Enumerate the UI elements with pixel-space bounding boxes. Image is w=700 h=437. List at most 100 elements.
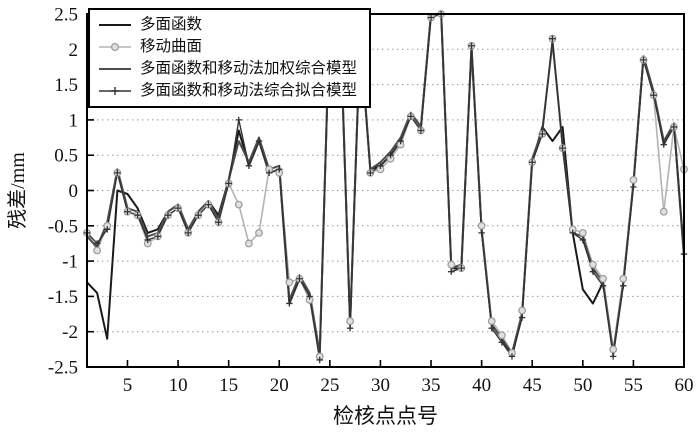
plus-marker — [225, 180, 232, 187]
plus-marker — [114, 169, 121, 177]
plus-marker — [630, 183, 637, 191]
circle-marker — [477, 221, 486, 230]
legend-item-combined-fit-model: 多面函数和移动法综合拟合模型 — [97, 80, 357, 102]
y-tick-label: 2.5 — [54, 5, 78, 26]
plus-marker — [367, 169, 374, 177]
plus-marker — [660, 141, 667, 148]
x-tick-label: 20 — [270, 375, 289, 396]
plus-marker — [518, 314, 526, 321]
circle-marker — [609, 345, 618, 354]
series-line-2 — [86, 13, 685, 354]
circle-marker — [578, 228, 587, 237]
x-tick-label: 45 — [523, 375, 542, 396]
x-tick-label: 55 — [624, 375, 643, 396]
plus-marker — [195, 212, 202, 219]
plus-marker — [265, 169, 273, 177]
plus-marker — [650, 91, 657, 99]
circle-marker — [629, 176, 638, 184]
plus-marker — [184, 229, 192, 237]
legend-label: 移动曲面 — [140, 38, 203, 55]
legend-item-weighted-model: 多面函数和移动法加权综合模型 — [97, 58, 357, 80]
plus-marker — [377, 162, 384, 169]
plus-marker — [397, 137, 404, 145]
circle-marker — [255, 228, 263, 237]
legend-item-multiquadric: 多面函数 — [97, 14, 357, 36]
x-axis-label: 检核点点号 — [333, 404, 438, 428]
plus-marker — [488, 324, 495, 332]
circle-marker — [285, 278, 294, 287]
plus-marker — [174, 204, 182, 212]
circle-marker — [599, 274, 607, 283]
plus-marker — [255, 137, 263, 145]
plus-marker — [559, 144, 566, 152]
circle-marker — [234, 200, 243, 209]
plus-marker — [286, 300, 293, 307]
y-tick-label: -1.5 — [48, 287, 78, 308]
x-tick-label: 30 — [371, 375, 390, 396]
series-line-3 — [86, 13, 685, 361]
y-tick-label: 0.5 — [54, 146, 78, 167]
y-tick-label: 2 — [69, 40, 79, 61]
x-tick-label: 35 — [422, 375, 441, 396]
plus-marker — [245, 162, 253, 169]
plus-marker — [144, 236, 151, 244]
plus-marker — [124, 208, 131, 215]
plus-marker — [589, 268, 597, 275]
legend-label: 多面函数 — [140, 16, 203, 33]
y-axis-label: 残差/mm — [6, 152, 29, 229]
plus-marker — [539, 130, 546, 138]
plus-marker — [296, 275, 303, 282]
plus-marker — [498, 339, 506, 346]
legend-label: 多面函数和移动法综合拟合模型 — [140, 82, 358, 99]
x-tick-label: 5 — [123, 375, 133, 396]
circle-marker — [487, 317, 496, 326]
plus-marker — [529, 159, 536, 166]
plus-marker — [458, 264, 465, 272]
y-tick-label: 1 — [69, 110, 79, 131]
plus-marker — [478, 229, 485, 237]
circle-marker — [244, 239, 253, 248]
circle-marker — [346, 317, 354, 326]
legend-label: 多面函数和移动法加权综合模型 — [140, 60, 358, 77]
plus-marker — [407, 113, 414, 120]
plus-marker — [346, 324, 354, 332]
plus-marker — [599, 282, 607, 290]
line-circle-sample-icon — [99, 42, 131, 52]
circle-marker — [619, 274, 628, 283]
legend-item-moving-surface: 移动曲面 — [97, 36, 357, 58]
x-tick-label: 60 — [675, 375, 694, 396]
legend: 多面函数 移动曲面 多面函数和移动法加权综合模型 多面函数和移动法综合拟合模型 — [88, 8, 372, 108]
circle-marker — [497, 331, 506, 340]
x-tick-label: 10 — [169, 375, 188, 396]
x-tick-label: 50 — [573, 375, 592, 396]
plus-marker — [387, 152, 394, 159]
plus-marker — [235, 116, 242, 124]
plus-marker — [154, 233, 162, 240]
plus-marker — [205, 201, 212, 208]
x-tick-label: 25 — [320, 375, 339, 396]
circle-marker — [93, 246, 102, 255]
plus-marker — [427, 14, 435, 21]
circle-marker — [659, 207, 668, 216]
plus-marker — [164, 212, 172, 219]
circle-marker — [589, 260, 597, 269]
x-tick-label: 15 — [219, 375, 238, 396]
y-tick-label: -2 — [62, 322, 78, 343]
plus-marker — [569, 229, 576, 237]
plus-marker — [93, 240, 101, 247]
x-tick-label: 40 — [472, 375, 491, 396]
y-tick-label: -0.5 — [48, 216, 78, 237]
plus-marker — [104, 226, 111, 233]
plus-marker — [508, 353, 516, 360]
line-sample-icon — [99, 24, 131, 26]
plus-marker — [134, 212, 141, 219]
plus-marker — [276, 166, 283, 173]
plus-marker — [579, 236, 587, 244]
circle-marker — [518, 306, 527, 315]
y-tick-label: 0 — [69, 181, 79, 202]
plus-marker — [468, 42, 475, 49]
y-tick-label: -1 — [62, 252, 78, 273]
plus-marker — [215, 219, 222, 226]
